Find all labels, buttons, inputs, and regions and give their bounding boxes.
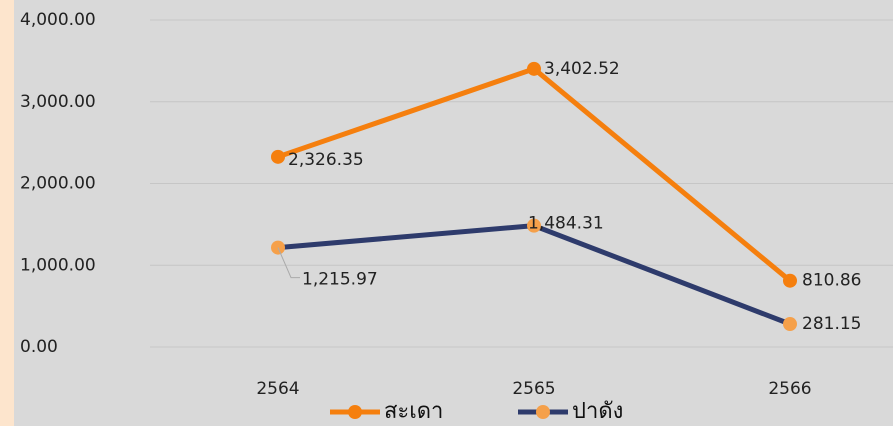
marker [527, 218, 541, 233]
side-strip [0, 0, 14, 426]
marker [271, 149, 285, 164]
x-tick-label: 2564 [256, 379, 299, 399]
y-tick-label: 4,000.00 [20, 10, 96, 30]
marker [783, 317, 797, 332]
y-tick-label: 0.00 [20, 337, 58, 357]
data-label: 2,326.35 [288, 150, 364, 170]
x-tick-label: 2565 [512, 379, 555, 399]
legend-label: สะเดา [384, 399, 443, 424]
data-label: 810.86 [802, 271, 861, 291]
y-tick-label: 1,000.00 [20, 255, 96, 275]
x-tick-label: 2566 [768, 379, 811, 399]
data-label: 281.15 [802, 314, 861, 334]
data-label: 1,484.31 [528, 214, 604, 234]
y-tick-label: 2,000.00 [20, 174, 96, 194]
data-label: 3,402.52 [544, 59, 620, 79]
marker [783, 273, 797, 288]
legend-marker [348, 405, 362, 419]
marker [527, 61, 541, 76]
y-tick-label: 3,000.00 [20, 92, 96, 112]
legend-label: ปาดัง [572, 399, 623, 424]
data-label: 1,215.97 [302, 270, 378, 290]
legend-marker [536, 405, 550, 419]
leader-line [277, 247, 300, 279]
